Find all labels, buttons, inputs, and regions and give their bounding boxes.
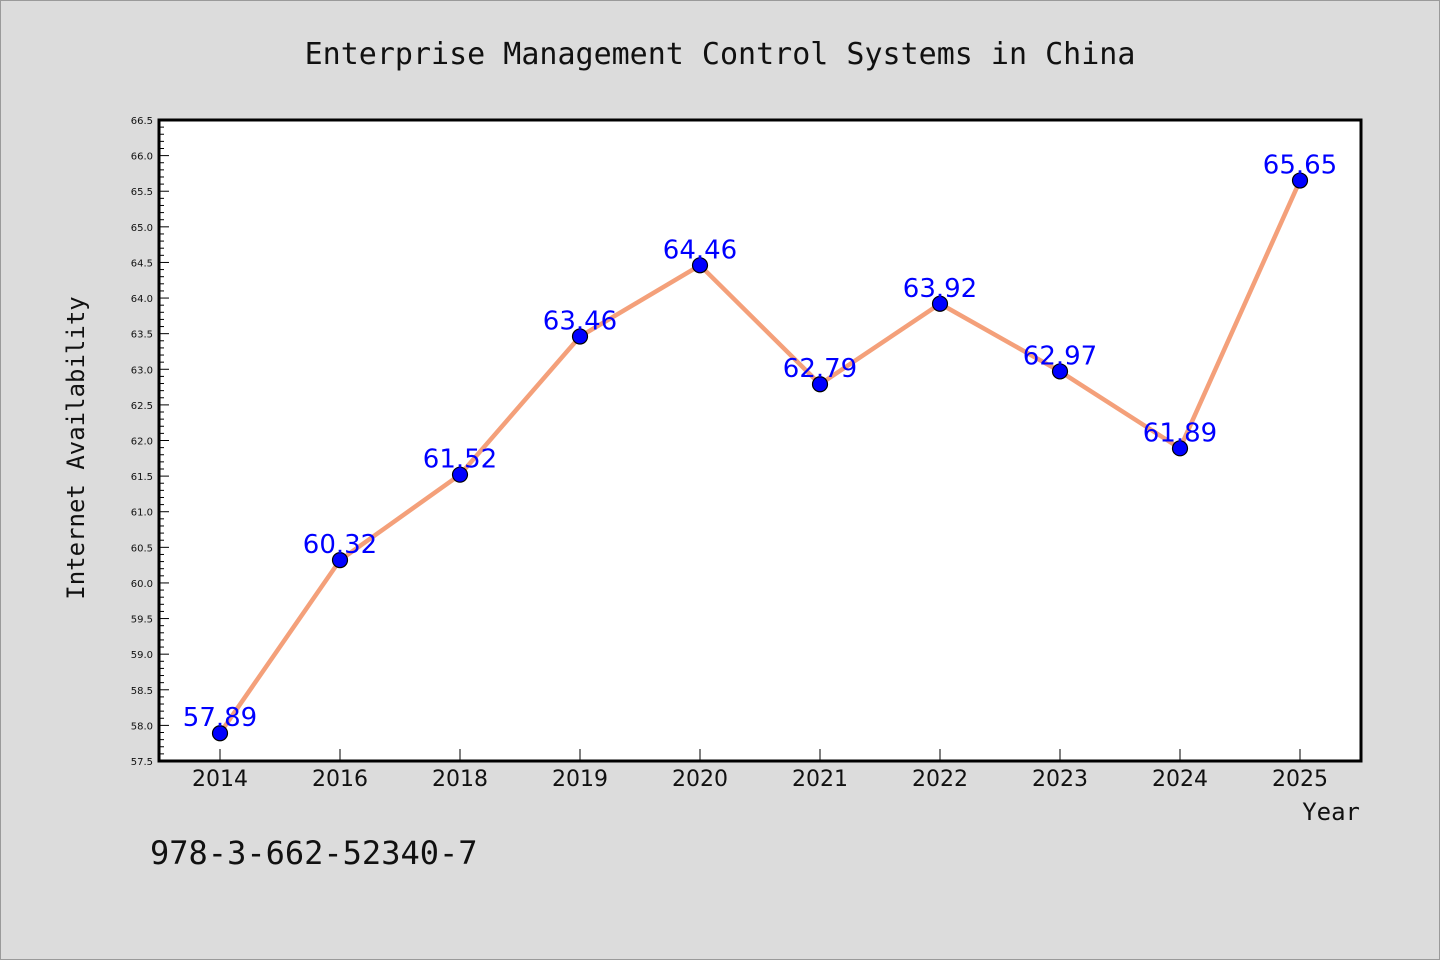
data-label: 61.89 (1143, 418, 1217, 448)
y-tick-label: 65.5 (131, 187, 153, 198)
x-tick-label: 2018 (432, 767, 488, 792)
y-axis-title: Internet Availability (62, 296, 90, 599)
data-label: 65.65 (1263, 151, 1337, 181)
x-tick-label: 2014 (192, 767, 248, 792)
data-point-marker (451, 466, 469, 483)
plot-area (159, 120, 1361, 761)
y-tick-label: 57.5 (131, 757, 153, 768)
x-axis: 2014 2016 2018 2019 2020 2021 2022 2023 2024 2025 (192, 749, 1328, 792)
series-markers (211, 172, 1309, 742)
y-tick-label: 63.5 (131, 330, 153, 341)
y-tick-label: 59.5 (131, 615, 153, 626)
x-tick-label: 2025 (1272, 767, 1328, 792)
data-label: 62.97 (1023, 341, 1097, 371)
data-point-marker (571, 328, 589, 345)
x-tick-label: 2023 (1032, 767, 1088, 792)
data-point-marker (1291, 172, 1309, 189)
data-point-marker (931, 295, 949, 312)
data-point-marker (811, 376, 829, 393)
y-tick-label: 66.5 (131, 116, 153, 127)
data-labels: 57.89 60.32 61.52 63.46 64.46 62.79 63.92 62.97… (183, 151, 1337, 734)
data-point-marker (1051, 363, 1069, 380)
footer-isbn: 978-3-662-52340-7 (150, 834, 478, 872)
y-tick-label: 65.0 (131, 223, 153, 234)
y-tick-label: 62.5 (131, 401, 153, 412)
data-label: 64.46 (663, 235, 737, 265)
y-tick-label: 60.5 (131, 543, 153, 554)
y-tick-label: 66.0 (131, 152, 153, 163)
x-tick-label: 2019 (552, 767, 608, 792)
data-point-marker (691, 257, 709, 274)
x-tick-label: 2024 (1152, 767, 1208, 792)
y-tick-label: 61.0 (131, 508, 153, 519)
y-tick-label: 64.5 (131, 258, 153, 269)
y-tick-label: 64.0 (131, 294, 153, 305)
data-label: 63.92 (903, 274, 977, 304)
y-axis: 57.5 58.0 58.5 59.0 59.5 60.0 60.5 61.0 61.5 62.0… (131, 116, 169, 768)
data-label: 61.52 (423, 445, 497, 475)
y-tick-label: 61.5 (131, 472, 153, 483)
x-tick-label: 2020 (672, 767, 728, 792)
data-label: 63.46 (543, 307, 617, 337)
x-tick-label: 2021 (792, 767, 848, 792)
y-tick-label: 63.0 (131, 365, 153, 376)
x-tick-label: 2016 (312, 767, 368, 792)
data-point-marker (331, 552, 349, 569)
y-tick-label: 58.0 (131, 721, 153, 732)
chart-title: Enterprise Management Control Systems in… (305, 37, 1136, 72)
x-tick-label: 2022 (912, 767, 968, 792)
series-line (217, 178, 1303, 736)
data-label: 57.89 (183, 703, 257, 733)
y-tick-label: 62.0 (131, 437, 153, 448)
data-point-marker (1171, 440, 1189, 457)
x-axis-title: Year (1302, 798, 1360, 826)
y-tick-label: 58.5 (131, 686, 153, 697)
y-tick-label: 60.0 (131, 579, 153, 590)
data-label: 60.32 (303, 530, 377, 560)
y-tick-label: 59.0 (131, 650, 153, 661)
data-point-marker (211, 725, 229, 742)
data-label: 62.79 (783, 354, 857, 384)
plot-border (157, 118, 1363, 763)
